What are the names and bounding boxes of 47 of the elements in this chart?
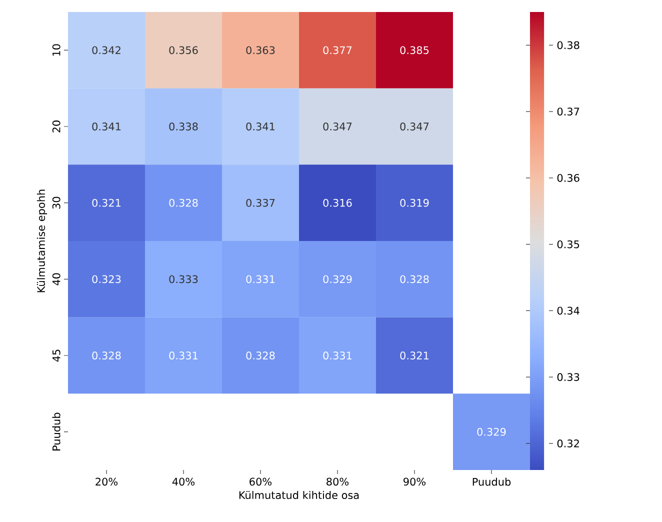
data-label: 0.321 xyxy=(400,352,428,360)
data-label: 0.328 xyxy=(246,352,275,360)
y-tick-label: 20 xyxy=(52,120,60,132)
y-tick-label: Puudub xyxy=(52,412,60,450)
data-label: 0.363 xyxy=(246,46,275,54)
x-tick-label: 80% xyxy=(326,478,349,486)
data-label: 0.337 xyxy=(246,198,275,207)
data-label: 0.328 xyxy=(169,198,198,207)
y-tick-label: 40 xyxy=(52,273,60,286)
color-bar-label: 0.33 xyxy=(557,373,580,382)
data-label: 0.341 xyxy=(246,122,274,130)
data-label: 0.338 xyxy=(169,122,198,130)
x-axis-title: Külmutatud kihtide osa xyxy=(239,490,359,500)
data-label: 0.342 xyxy=(92,46,120,54)
data-label: 0.356 xyxy=(169,46,198,54)
data-label: 0.321 xyxy=(92,198,120,207)
data-label: 0.329 xyxy=(323,275,352,284)
data-label: 0.347 xyxy=(400,122,429,130)
y-tick-label: 45 xyxy=(52,350,60,362)
color-bar-label: 0.36 xyxy=(557,174,580,182)
data-label: 0.385 xyxy=(400,46,429,54)
data-label: 0.331 xyxy=(169,352,198,360)
data-label: 0.341 xyxy=(92,122,120,130)
color-bar-label: 0.35 xyxy=(557,240,580,248)
x-tick-label: 20% xyxy=(96,478,118,486)
data-label: 0.323 xyxy=(92,275,121,284)
y-tick-label: 30 xyxy=(52,196,60,209)
data-label: 0.377 xyxy=(323,46,352,54)
x-tick-label: Puudub xyxy=(472,478,511,486)
y-tick-label: 10 xyxy=(52,44,60,56)
x-tick-label: 60% xyxy=(250,478,272,486)
data-label: 0.316 xyxy=(323,198,352,207)
color-bar-label: 0.34 xyxy=(557,306,580,315)
x-tick-label: 40% xyxy=(172,478,195,486)
color-bar-label: 0.37 xyxy=(557,108,580,116)
data-label: 0.333 xyxy=(169,275,198,284)
data-label: 0.347 xyxy=(323,122,352,130)
y-axis-title: Külmutamise epohh xyxy=(36,190,48,292)
color-bar-label: 0.32 xyxy=(557,439,579,448)
color-bar-label: 0.38 xyxy=(557,41,580,50)
data-label: 0.328 xyxy=(400,275,429,284)
data-label: 0.331 xyxy=(323,352,352,360)
data-label: 0.329 xyxy=(477,428,506,436)
data-label: 0.319 xyxy=(400,198,429,207)
data-label: 0.328 xyxy=(92,352,121,360)
x-tick-label: 90% xyxy=(404,478,426,486)
data-label: 0.331 xyxy=(246,275,274,284)
